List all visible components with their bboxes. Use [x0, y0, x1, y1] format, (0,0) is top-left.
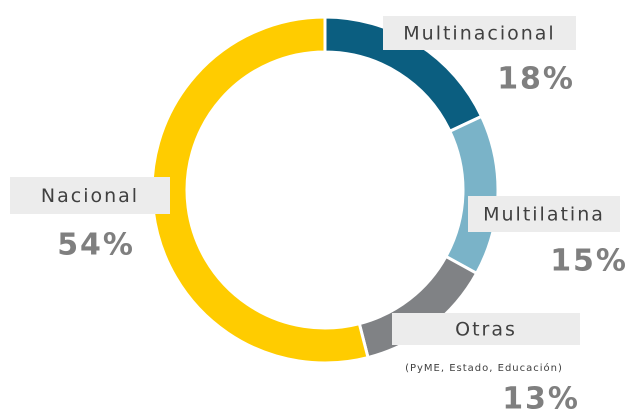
- category-label: Multilatina: [483, 204, 605, 226]
- label-box: [383, 16, 576, 50]
- donut-segment: [443, 114, 500, 276]
- annotation: (PyME, Estado, Educación): [405, 362, 563, 374]
- value-label: 15%: [550, 244, 628, 279]
- category-label: Multinacional: [403, 23, 555, 45]
- label-box: [10, 177, 170, 214]
- value-label: 54%: [57, 228, 135, 263]
- donut-segment: [150, 15, 370, 365]
- value-label: 13%: [502, 382, 580, 417]
- label-box: [392, 313, 580, 345]
- category-label: Otras: [455, 319, 517, 341]
- value-label: 18%: [497, 62, 575, 97]
- category-label: Nacional: [41, 185, 139, 207]
- label-box: [468, 196, 620, 232]
